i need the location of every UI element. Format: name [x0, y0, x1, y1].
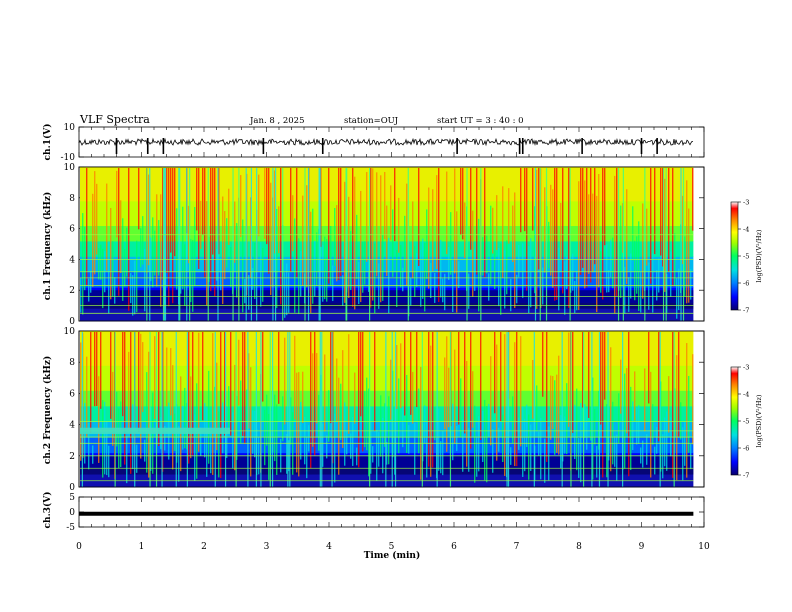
ch2-colorbar-label: log(PSD)(V²/Hz) — [755, 394, 763, 447]
ch1-waveform-line — [78, 137, 694, 147]
ch1-colorbar-label: log(PSD)(V²/Hz) — [755, 229, 763, 282]
x-tick-label: 9 — [639, 542, 645, 552]
ch2-spectrogram-panel: 0 2 4 6 8 10 — [64, 327, 705, 493]
ch2-spectrogram-ytick-label: 10 — [64, 327, 76, 337]
colorbar-tick-label: -3 — [743, 199, 749, 207]
x-tick-label: 6 — [451, 542, 457, 552]
ch1-spectrogram-ylabel: ch.1 Frequency (kHz) — [42, 192, 53, 301]
colorbar-tick-label: -7 — [743, 472, 749, 480]
ch2-colorbar: -7 -6 -5 -4 -3 log(PSD)(V²/Hz) — [730, 364, 763, 480]
x-tick-label: 3 — [264, 542, 270, 552]
x-tick-label: 8 — [576, 542, 582, 552]
ch3-waveform-ytick-label: 5 — [69, 493, 75, 503]
ch2-spectrogram-image — [80, 331, 694, 488]
ch1-waveform-ytick-label: 10 — [64, 123, 76, 133]
ch2-spectrogram-ytick-label: 6 — [69, 389, 75, 399]
ch1-spectrogram-panel: 0 2 4 6 8 10 — [64, 163, 705, 327]
x-tick-label: 7 — [514, 542, 520, 552]
colorbar-tick-label: -4 — [743, 391, 749, 399]
x-tick-label: 5 — [389, 542, 395, 552]
ch3-waveform-ytick-label: 0 — [69, 508, 75, 518]
x-tick-label: 4 — [326, 542, 332, 552]
ch1-spectrogram-ytick-label: 4 — [69, 255, 75, 265]
ch3-waveform-ytick-label: -5 — [66, 523, 75, 533]
x-axis: 0 1 2 3 4 5 6 7 8 9 10 — [76, 542, 710, 552]
colorbar-tick-label: -6 — [743, 445, 749, 453]
ch2-spectrogram-band-feature — [80, 427, 230, 434]
ch1-spectrogram-ytick-label: 2 — [69, 286, 75, 296]
header-station: station=OUJ — [344, 116, 399, 126]
header-date: Jan. 8 , 2025 — [249, 116, 305, 126]
figure-title: VLF Spectra — [79, 113, 150, 126]
ch1-colorbar: -7 -6 -5 -4 -3 log(PSD)(V²/Hz) — [730, 199, 763, 315]
colorbar-tick-label: -6 — [743, 280, 749, 288]
ch1-spectrogram-ytick-label: 8 — [69, 194, 75, 204]
ch1-spectrogram-image — [80, 167, 694, 322]
colorbar-tick-label: -7 — [743, 307, 749, 315]
ch1-waveform-panel: 10 -10 — [61, 123, 705, 163]
ch2-spectrogram-ylabel: ch.2 Frequency (kHz) — [42, 356, 53, 465]
ch2-spectrogram-ytick-label: 2 — [69, 452, 75, 462]
ch1-waveform-ytick-label: -10 — [61, 153, 76, 163]
ch1-spectrogram-ytick-label: 10 — [64, 163, 76, 173]
colorbar-tick-label: -4 — [743, 226, 749, 234]
colorbar-tick-label: -3 — [743, 364, 749, 372]
x-tick-label: 1 — [139, 542, 145, 552]
ch3-waveform-panel: 5 0 -5 — [66, 493, 705, 533]
x-tick-label: 2 — [201, 542, 207, 552]
ch2-spectrogram-ytick-label: 8 — [69, 358, 75, 368]
x-tick-label: 0 — [76, 542, 82, 552]
x-tick-label: 10 — [698, 542, 710, 552]
ch1-spectrogram-ytick-label: 0 — [69, 317, 75, 327]
colorbar-tick-label: -5 — [743, 253, 749, 261]
ch1-waveform-ylabel: ch.1(V) — [42, 124, 53, 161]
ch1-spectrogram-ytick-label: 6 — [69, 225, 75, 235]
colorbar-tick-label: -5 — [743, 418, 749, 426]
ch2-spectrogram-ytick-label: 4 — [69, 421, 75, 431]
x-axis-label: Time (min) — [364, 550, 421, 561]
ch3-waveform-ylabel: ch.3(V) — [42, 492, 53, 529]
ch2-spectrogram-ytick-label: 0 — [69, 483, 75, 493]
header-start-time: start UT = 3 : 40 : 0 — [437, 116, 524, 126]
